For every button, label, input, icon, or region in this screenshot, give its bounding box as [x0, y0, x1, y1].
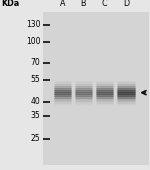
Bar	[43, 12, 149, 165]
Text: 70: 70	[31, 58, 40, 67]
Text: 40: 40	[31, 98, 40, 106]
Text: 25: 25	[31, 134, 40, 143]
Text: D: D	[123, 0, 129, 8]
Text: C: C	[101, 0, 107, 8]
Text: 100: 100	[26, 37, 40, 46]
Text: 55: 55	[31, 75, 40, 84]
Text: B: B	[81, 0, 86, 8]
Text: 35: 35	[31, 111, 40, 120]
Text: A: A	[60, 0, 65, 8]
Text: KDa: KDa	[2, 0, 20, 8]
Text: 130: 130	[26, 20, 40, 29]
